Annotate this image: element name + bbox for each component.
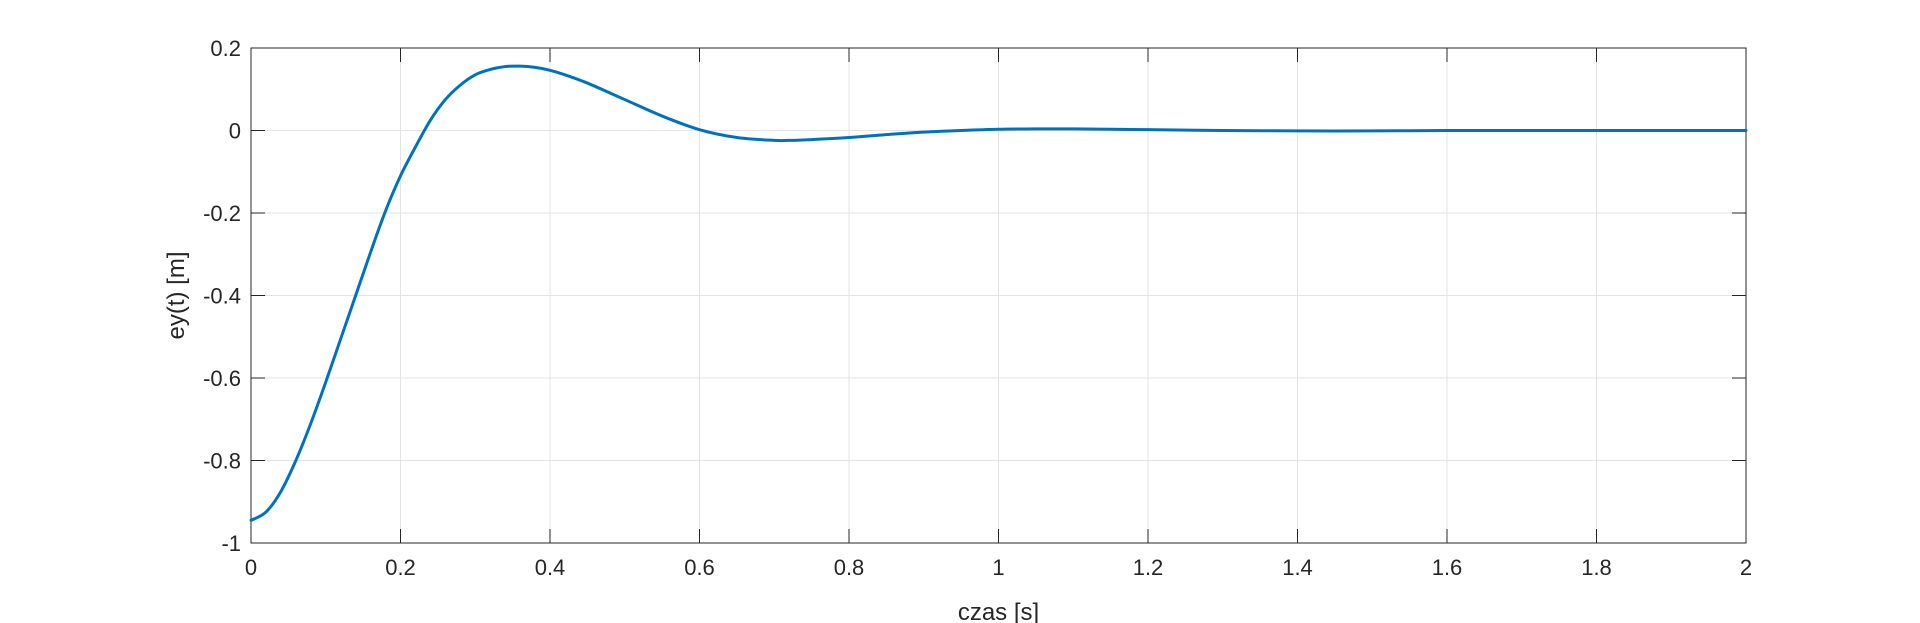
x-tick-label: 1 (992, 555, 1004, 580)
y-tick-label: 0 (229, 119, 241, 144)
series-group (249, 64, 1748, 522)
y-tick-label: 0.2 (210, 36, 241, 61)
y-tick-label: -0.2 (203, 201, 241, 226)
x-tick-label: 1.4 (1282, 555, 1313, 580)
x-tick-label: 2 (1740, 555, 1752, 580)
x-tick-label: 0 (245, 555, 257, 580)
y-tick-label: -0.4 (203, 284, 241, 309)
x-tick-label: 0.2 (385, 555, 416, 580)
x-tick-label: 0.6 (684, 555, 715, 580)
x-tick-label: 1.6 (1432, 555, 1463, 580)
x-tick-label: 0.4 (535, 555, 566, 580)
tick-marks (250, 47, 1747, 544)
x-tick-labels: 0 0.2 0.4 0.6 0.8 1 1.2 1.4 1.6 1.8 2 (245, 555, 1752, 580)
x-tick-label: 0.8 (834, 555, 865, 580)
y-tick-labels: -1 -0.8 -0.6 -0.4 -0.2 0 0.2 (203, 36, 241, 556)
grid (251, 48, 1746, 543)
series-line (249, 64, 1748, 522)
y-tick-label: -0.8 (203, 449, 241, 474)
x-tick-label: 1.2 (1133, 555, 1164, 580)
x-tick-label: 1.8 (1581, 555, 1612, 580)
x-axis-label: czas [s] (958, 599, 1039, 623)
y-tick-label: -0.6 (203, 366, 241, 391)
y-axis-label: ey(t) [m] (163, 252, 190, 340)
y-tick-label: -1 (221, 531, 241, 556)
